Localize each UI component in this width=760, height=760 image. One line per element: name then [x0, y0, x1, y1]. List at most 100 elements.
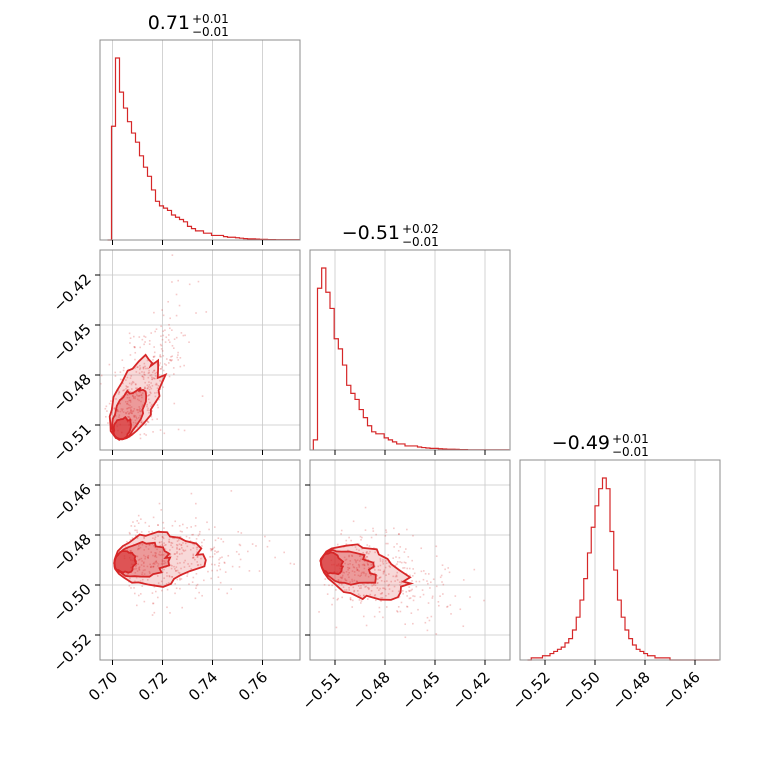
- sample-point: [171, 546, 174, 549]
- sample-point: [100, 382, 102, 385]
- sample-point: [129, 390, 131, 393]
- sample-point: [147, 394, 150, 397]
- sample-point: [405, 582, 407, 585]
- sample-point: [344, 559, 347, 561]
- sample-point: [143, 371, 146, 374]
- sample-point: [439, 595, 441, 597]
- sample-point: [132, 521, 134, 523]
- sample-point: [345, 539, 348, 542]
- sample-point: [239, 558, 242, 561]
- sample-point: [154, 552, 156, 554]
- sample-point: [150, 392, 152, 394]
- sample-point: [442, 593, 444, 595]
- sample-point: [149, 563, 151, 566]
- sample-point: [168, 334, 170, 336]
- sample-point: [141, 375, 143, 378]
- sample-point: [195, 517, 197, 519]
- sample-point: [142, 376, 145, 379]
- sample-point: [398, 533, 400, 535]
- sample-point: [134, 383, 137, 386]
- sample-point: [393, 546, 395, 548]
- sample-point: [165, 583, 168, 585]
- sample-point: [366, 556, 369, 558]
- sample-point: [162, 354, 165, 357]
- sample-point: [144, 521, 147, 524]
- sample-point: [441, 564, 444, 567]
- sample-point: [164, 329, 166, 332]
- sample-point: [154, 330, 157, 333]
- sample-point: [363, 564, 366, 566]
- sample-point: [131, 410, 134, 413]
- sample-point: [131, 412, 133, 415]
- sample-point: [251, 543, 254, 545]
- sample-point: [161, 563, 164, 565]
- sample-point: [388, 565, 391, 567]
- sample-point: [442, 583, 445, 586]
- sample-point: [188, 565, 191, 568]
- sample-point: [154, 554, 157, 556]
- sample-point: [372, 527, 374, 530]
- param-title-plus: +0.02: [402, 222, 439, 236]
- sample-point: [437, 601, 440, 603]
- sample-point: [161, 544, 164, 547]
- sample-point: [163, 562, 165, 565]
- sample-point: [180, 544, 183, 547]
- sample-point: [160, 335, 162, 337]
- sample-point: [128, 382, 131, 385]
- sample-point: [118, 414, 121, 416]
- sample-point: [198, 533, 201, 535]
- sample-point: [117, 393, 120, 395]
- sample-point: [168, 538, 171, 541]
- sample-point: [129, 404, 131, 407]
- sample-point: [142, 367, 145, 370]
- panel-frame: [309, 249, 511, 451]
- sample-point: [404, 562, 407, 564]
- sample-point: [366, 544, 369, 546]
- sample-point: [146, 403, 149, 406]
- sample-point: [182, 523, 184, 526]
- sample-point: [157, 524, 159, 526]
- sample-point: [351, 563, 354, 566]
- sample-point: [196, 564, 199, 566]
- sample-point: [237, 530, 240, 533]
- sample-point: [156, 391, 158, 394]
- sample-point: [148, 371, 151, 374]
- sample-point: [420, 570, 423, 573]
- sample-point: [172, 537, 174, 540]
- sample-point: [370, 589, 373, 592]
- sample-point: [129, 354, 132, 356]
- sample-point: [129, 407, 132, 409]
- y-tick-label: −0.42: [50, 270, 95, 315]
- sample-point: [162, 545, 164, 548]
- sample-point: [136, 366, 138, 368]
- sample-point: [168, 575, 171, 578]
- sample-point: [395, 574, 398, 577]
- sample-point: [161, 366, 163, 368]
- sample-point: [159, 343, 162, 346]
- sample-point: [421, 589, 424, 591]
- sample-point: [154, 392, 156, 394]
- sample-point: [219, 581, 222, 584]
- sample-point: [183, 429, 186, 432]
- sample-point: [192, 576, 195, 579]
- sample-point: [432, 578, 435, 581]
- scatter-panel-1-2: [309, 459, 511, 661]
- sample-point: [341, 577, 343, 580]
- sample-point: [336, 543, 339, 546]
- sample-point: [161, 536, 164, 539]
- sample-point: [146, 556, 149, 559]
- sample-point: [159, 429, 162, 431]
- sample-point: [201, 541, 203, 544]
- sample-point: [144, 555, 147, 558]
- sample-point: [355, 548, 358, 551]
- sample-point: [143, 536, 145, 539]
- sample-point: [143, 554, 145, 557]
- sample-point: [351, 578, 353, 581]
- sample-point: [193, 543, 196, 546]
- sample-point: [177, 354, 179, 356]
- sample-point: [146, 420, 149, 422]
- sample-point: [373, 594, 376, 597]
- sample-point: [189, 540, 192, 542]
- sample-point: [155, 328, 158, 330]
- sample-point: [139, 410, 141, 412]
